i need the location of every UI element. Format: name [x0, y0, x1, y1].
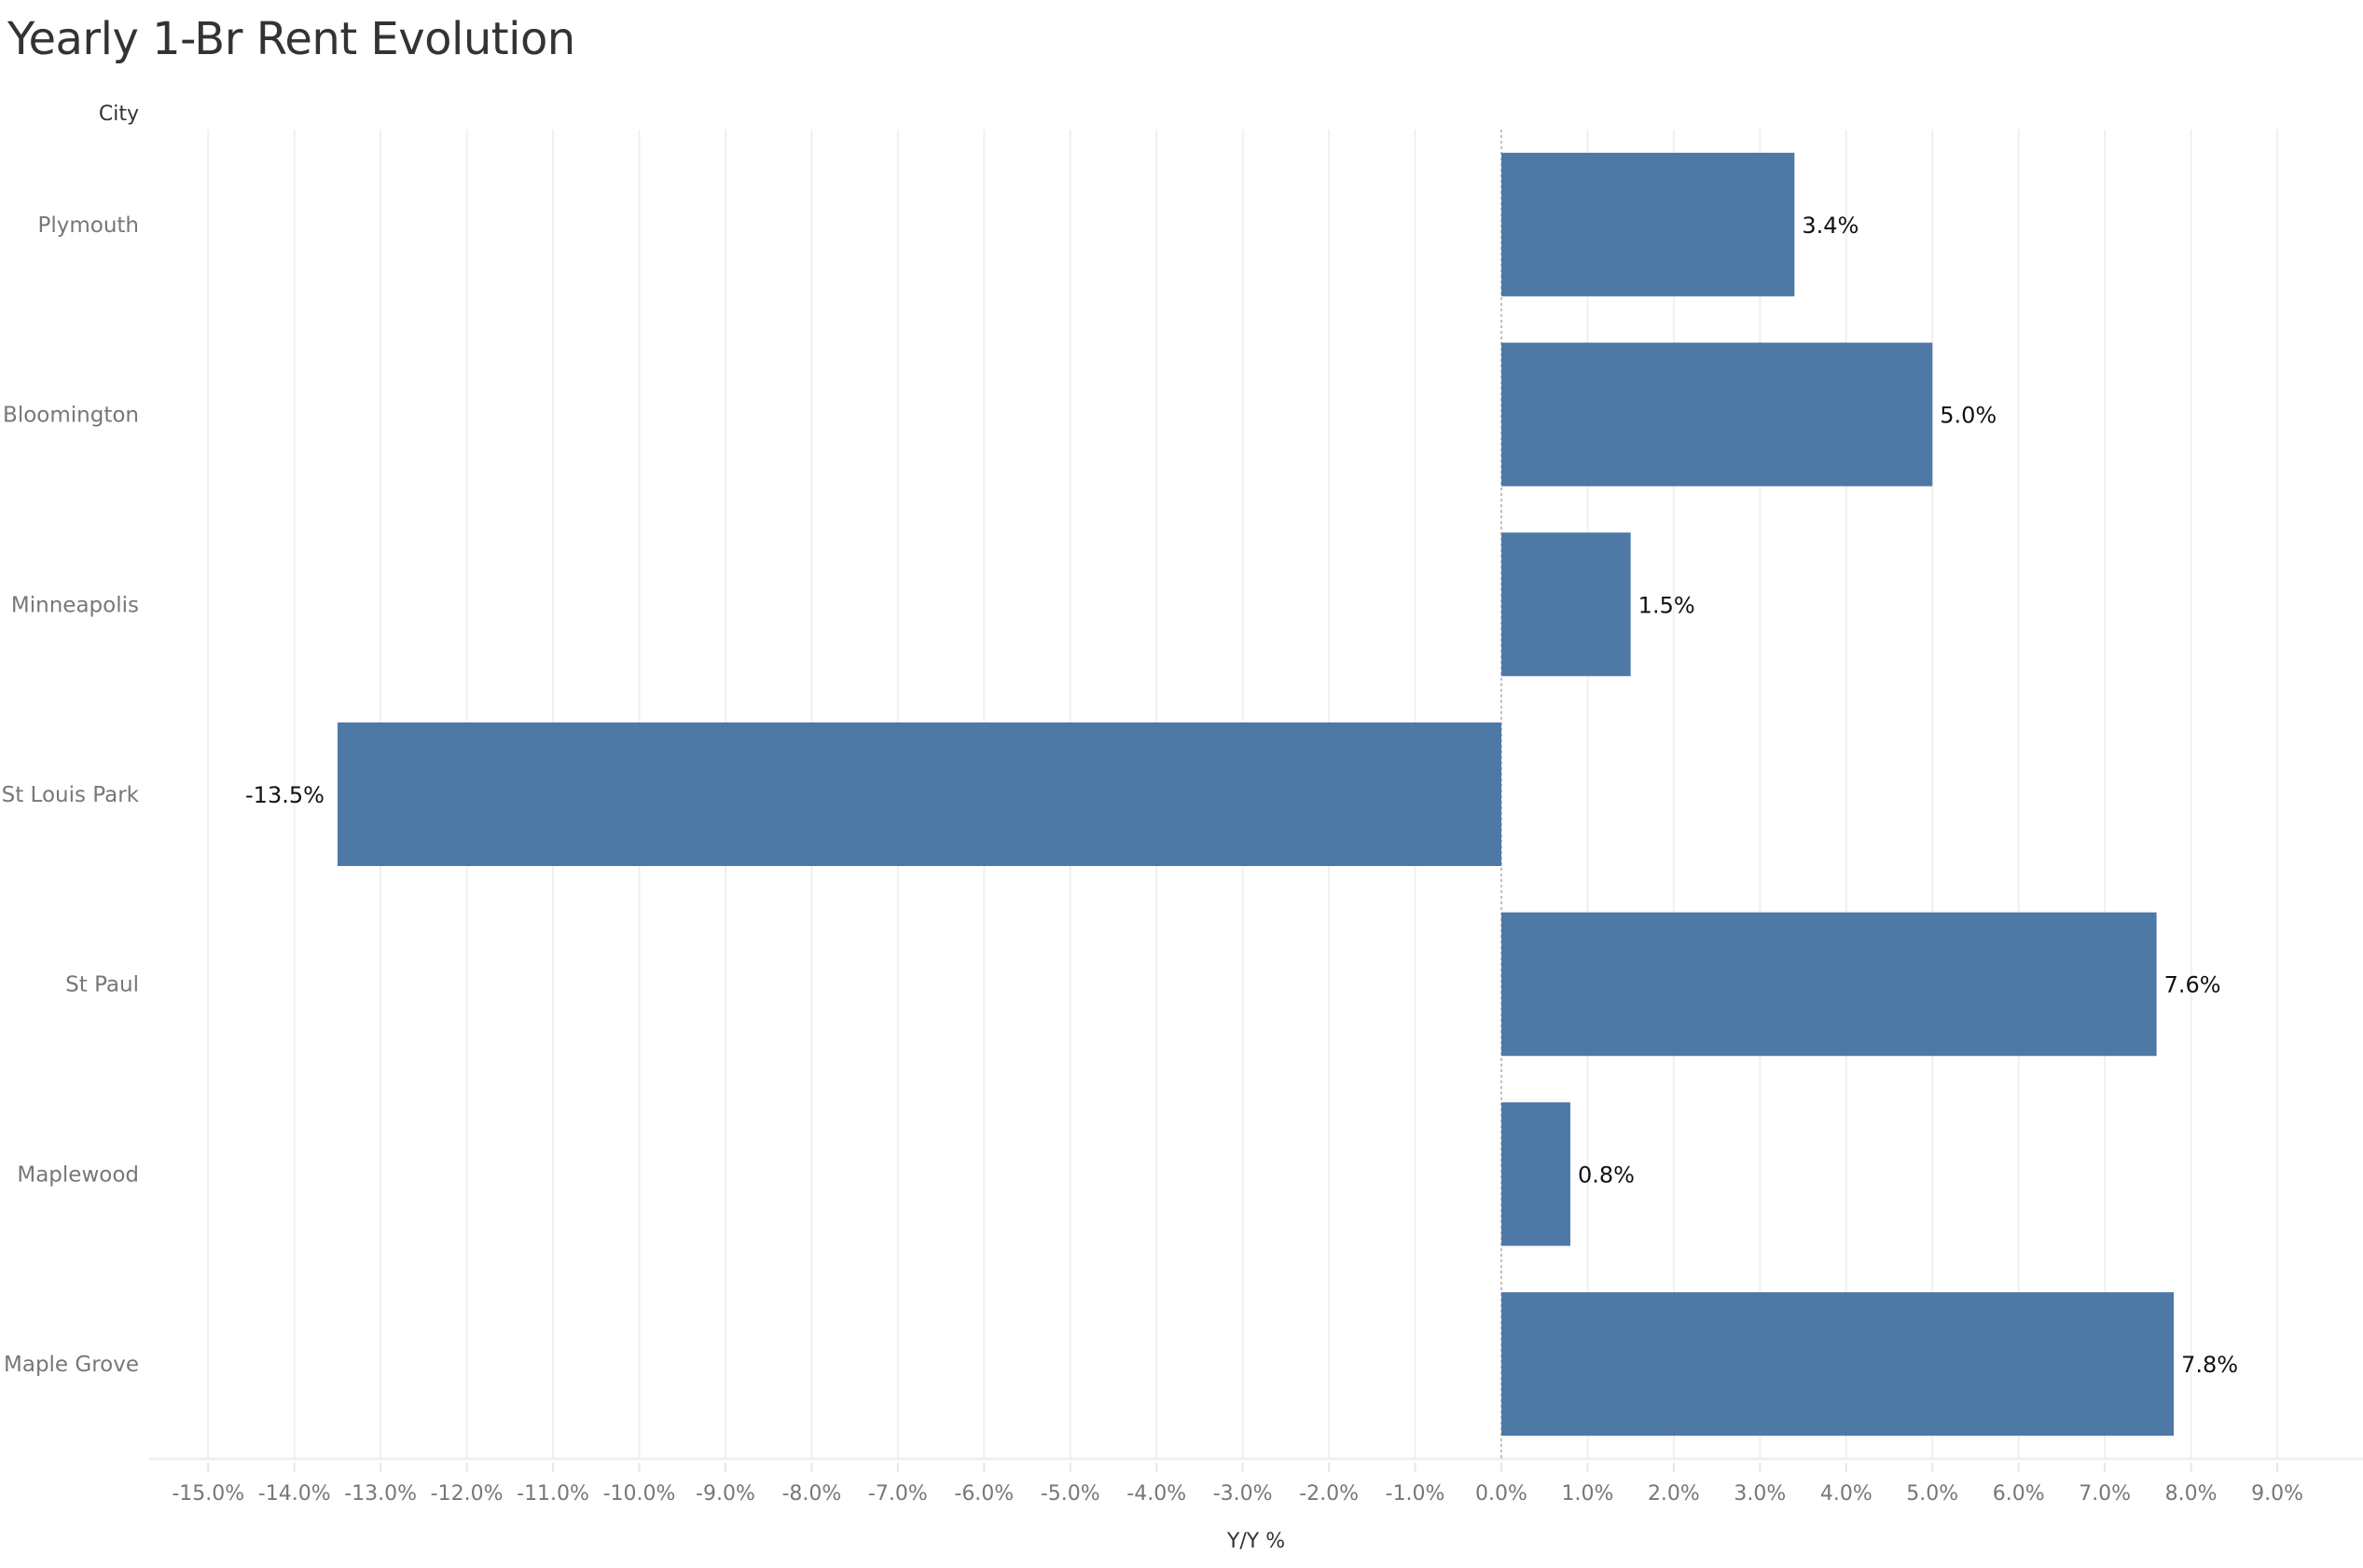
data-label: 1.5% — [1638, 592, 1695, 618]
data-label: -13.5% — [245, 782, 325, 808]
data-label: 3.4% — [1802, 213, 1859, 239]
bar — [1501, 532, 1631, 677]
x-tick-label: -7.0% — [868, 1482, 928, 1506]
x-tick-label: -1.0% — [1386, 1482, 1445, 1506]
x-tick-label: -2.0% — [1299, 1482, 1359, 1506]
x-tick-label: -3.0% — [1213, 1482, 1273, 1506]
x-tick-label: 9.0% — [2251, 1482, 2303, 1506]
x-tick-label: -12.0% — [431, 1482, 504, 1506]
x-tick-label: 5.0% — [1906, 1482, 1958, 1506]
bar — [1501, 342, 1933, 487]
chart-title: Yearly 1-Br Rent Evolution — [7, 13, 575, 65]
bar — [1501, 152, 1795, 296]
x-axis-title: Y/Y % — [1226, 1530, 1285, 1553]
x-tick-label: 4.0% — [1820, 1482, 1872, 1506]
category-label: St Paul — [65, 973, 139, 997]
y-axis-title: City — [99, 103, 139, 126]
x-tick-label: -8.0% — [781, 1482, 841, 1506]
data-label: 7.8% — [2181, 1352, 2238, 1378]
data-label: 0.8% — [1578, 1162, 1635, 1188]
x-tick-label: -13.0% — [344, 1482, 417, 1506]
category-label: Maple Grove — [4, 1353, 139, 1377]
x-tick-label: 3.0% — [1734, 1482, 1786, 1506]
x-tick-label: 2.0% — [1648, 1482, 1700, 1506]
bar — [1501, 912, 2157, 1056]
data-label: 7.6% — [2164, 972, 2221, 998]
category-label: Maplewood — [17, 1162, 139, 1187]
x-tick-label: -15.0% — [172, 1482, 244, 1506]
data-label: 5.0% — [1940, 403, 1997, 429]
category-label: Plymouth — [37, 213, 139, 238]
x-tick-label: -5.0% — [1041, 1482, 1100, 1506]
category-label: Minneapolis — [11, 593, 139, 617]
x-tick-label: 8.0% — [2165, 1482, 2218, 1506]
x-tick-label: 1.0% — [1561, 1482, 1613, 1506]
x-tick-label: -10.0% — [603, 1482, 676, 1506]
x-tick-label: 7.0% — [2079, 1482, 2131, 1506]
category-label: St Louis Park — [2, 783, 140, 807]
category-label: Bloomington — [3, 404, 139, 428]
bar — [1501, 1102, 1570, 1246]
x-tick-label: -14.0% — [258, 1482, 331, 1506]
x-tick-label: -9.0% — [696, 1482, 755, 1506]
x-tick-label: -11.0% — [517, 1482, 589, 1506]
x-tick-label: 0.0% — [1475, 1482, 1527, 1506]
bar — [1501, 1292, 2175, 1437]
x-tick-label: 6.0% — [1993, 1482, 2045, 1506]
x-tick-label: -6.0% — [954, 1482, 1014, 1506]
x-tick-label: -4.0% — [1126, 1482, 1186, 1506]
bar — [337, 722, 1501, 866]
